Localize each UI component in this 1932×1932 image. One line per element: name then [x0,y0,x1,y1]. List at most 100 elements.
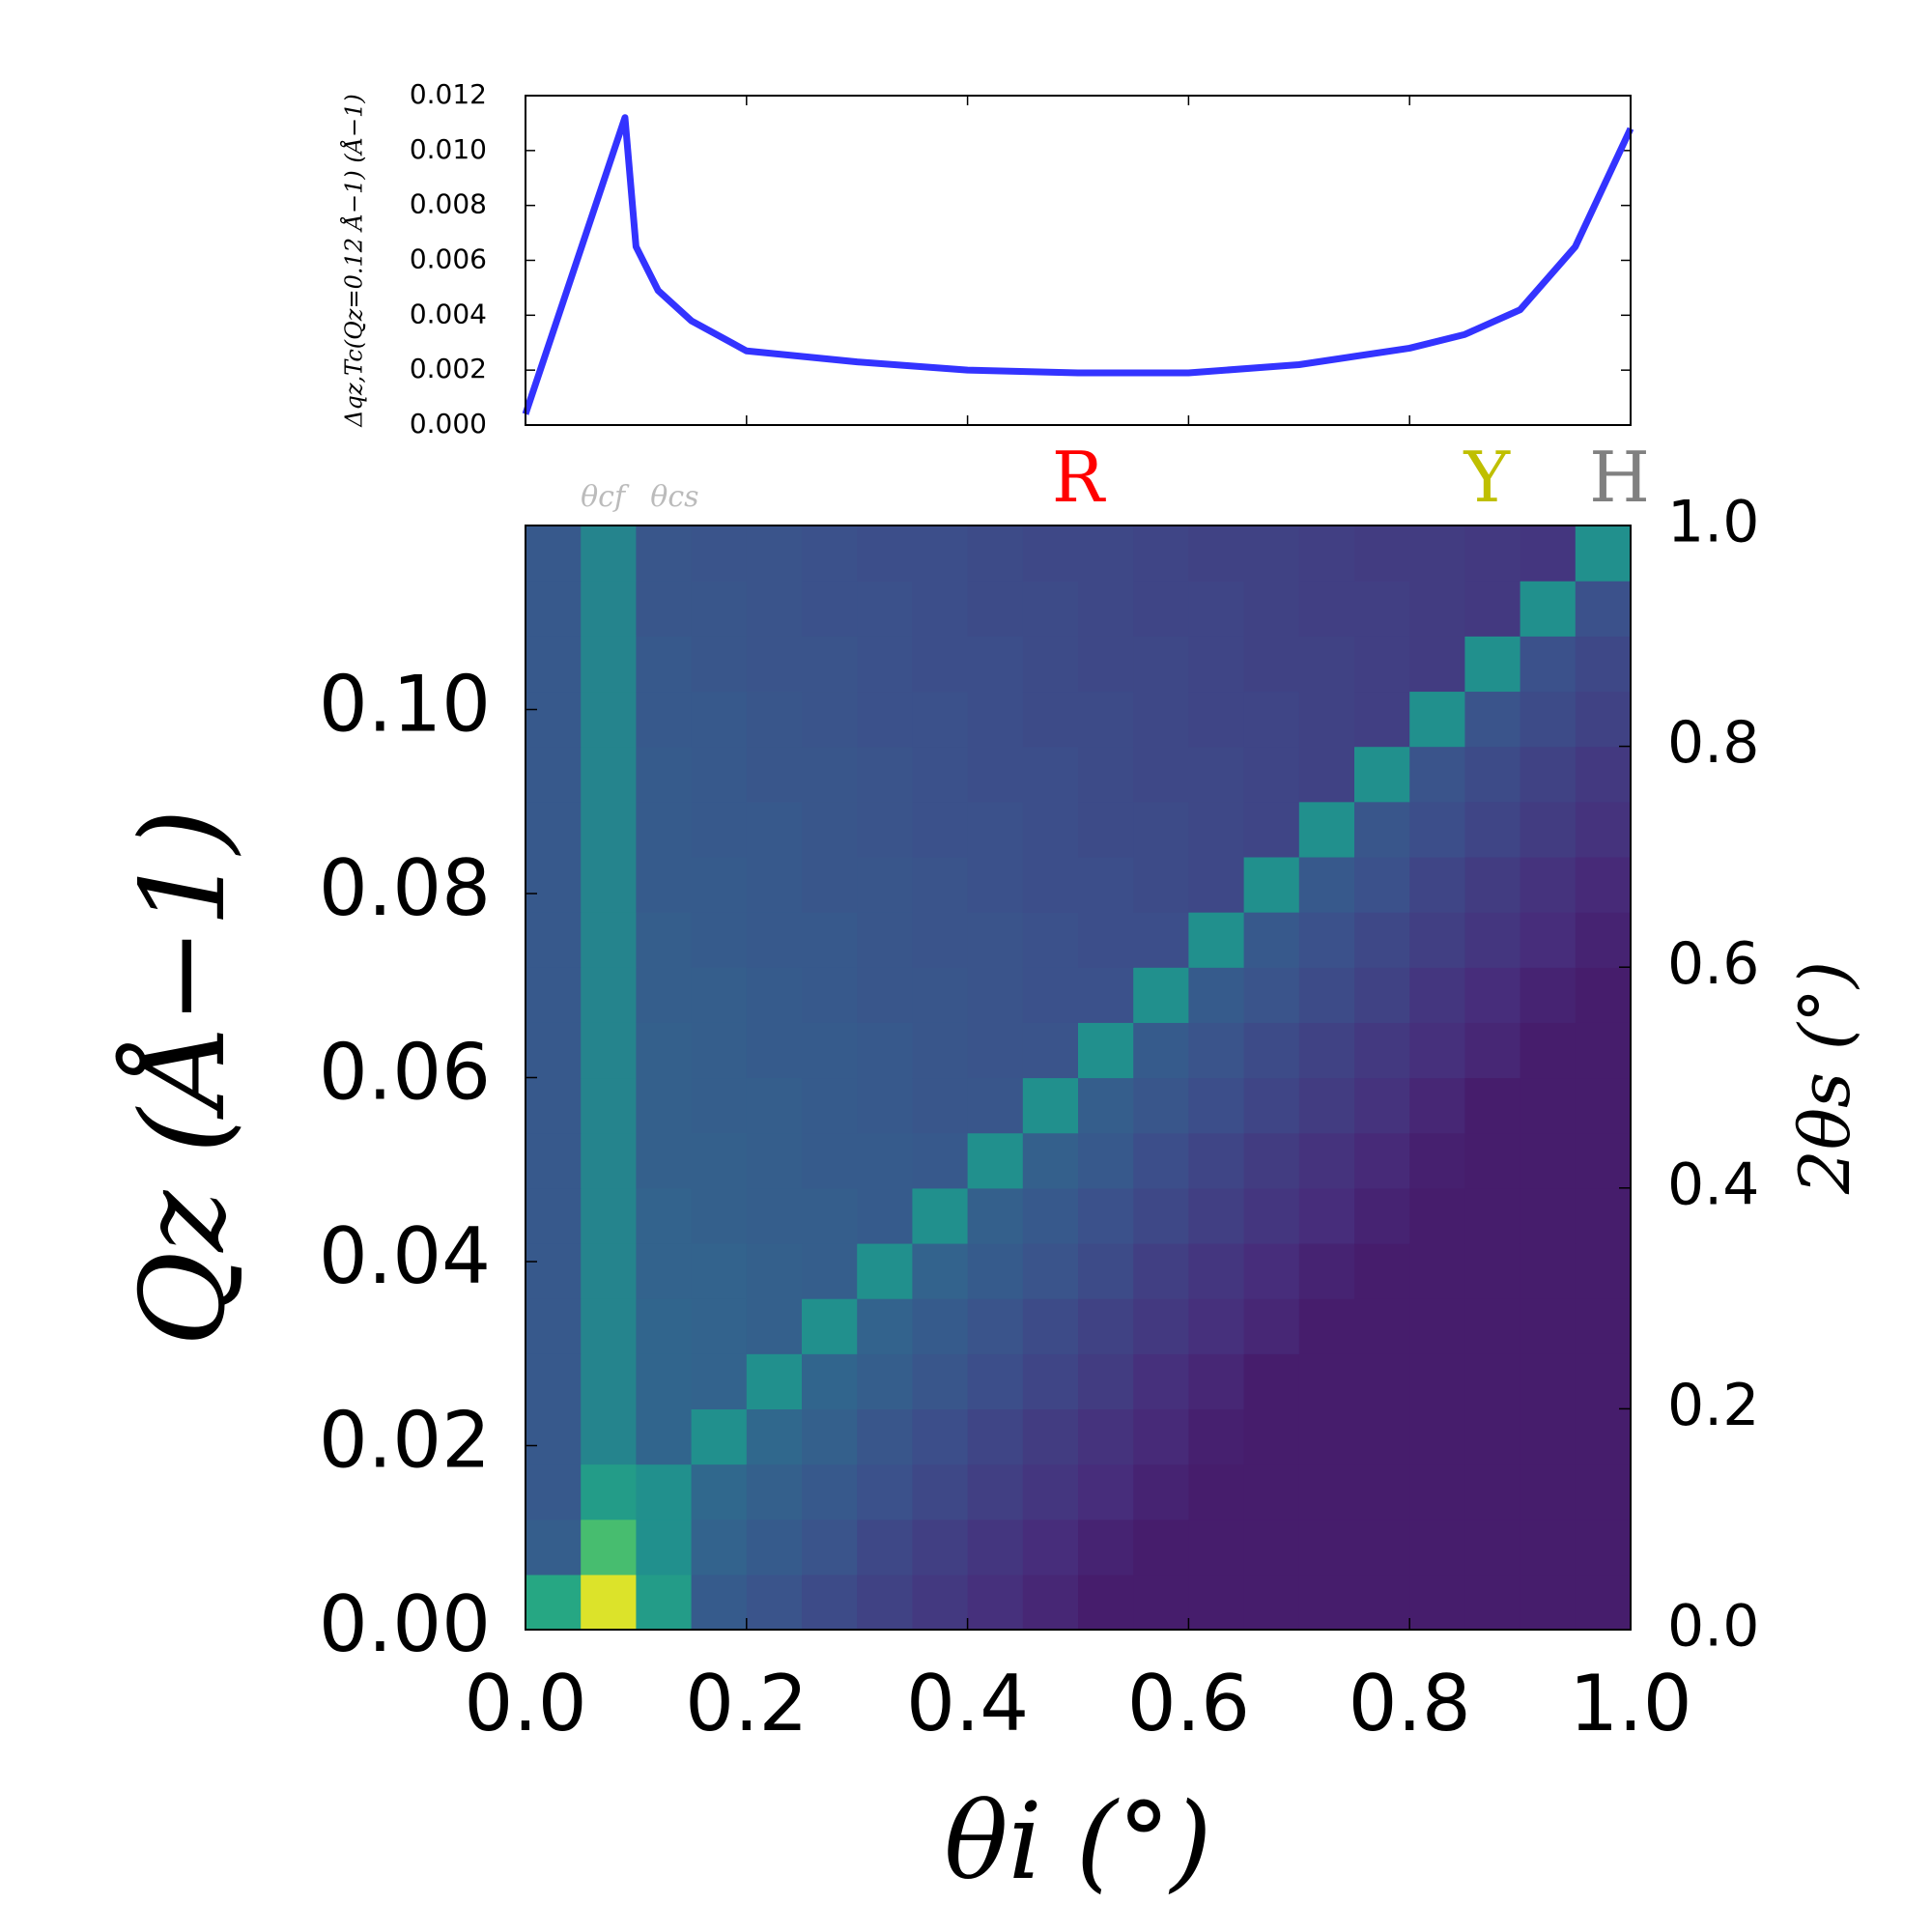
heatmap-cell [1298,856,1355,913]
heatmap-cell [581,1022,637,1079]
heatmap-cell [1520,1077,1577,1134]
heatmap-cell [1464,856,1521,913]
heatmap-cell [636,801,693,858]
heatmap-cell [1243,1187,1300,1244]
heatmap-cell [526,856,582,913]
heatmap-cell [1354,1187,1410,1244]
heatmap-cell [1078,967,1134,1023]
heatmap-cell [636,636,693,693]
heatmap-cell [1188,636,1245,693]
heatmap-cell [636,912,693,968]
heatmap-cell [912,1022,969,1079]
heatmap-cell [1298,1463,1355,1520]
heatmap-cell [912,526,969,582]
heatmap-cell [1464,801,1521,858]
heatmap-cell [1133,801,1189,858]
heatmap-cell [1022,1353,1079,1409]
heatmap-cell [526,636,582,693]
heatmap-cell [1520,1132,1577,1189]
heatmap-cell [581,1132,637,1189]
heatmap-cell [691,1187,748,1244]
heatmap-cell [802,636,858,693]
heatmap-cell [746,1408,803,1465]
heatmap-cell [1575,1242,1632,1299]
heatmap-cell [1188,746,1245,803]
plot-frame [525,95,1632,426]
heatmap-cell [1298,912,1355,968]
heatmap-cell [1575,691,1632,748]
heatmap-cell [1520,856,1577,913]
annotation: θcs [650,480,698,514]
y2-tick-label: 0.6 [1667,930,1759,998]
heatmap-cell [1464,1077,1521,1134]
heatmap-cell [746,1519,803,1576]
heatmap-cell [1520,912,1577,968]
heatmap-cell [1243,746,1300,803]
heatmap-cell [581,1298,637,1354]
heatmap-cell [746,1187,803,1244]
heatmap-cell [1133,691,1189,748]
heatmap-cell [802,912,858,968]
heatmap-cell [1188,801,1245,858]
heatmap-cell [746,1077,803,1134]
heatmap-cell [1298,526,1355,582]
heatmap-cell [967,691,1024,748]
heatmap-cell [1575,1022,1632,1079]
heatmap-cell [1133,856,1189,913]
heatmap-cell [691,1132,748,1189]
heatmap-cell [912,1408,969,1465]
data-line [522,114,1634,415]
heatmap-cell [1078,1408,1134,1465]
heatmap-cell [1188,526,1245,582]
heatmap-cell [1409,1132,1465,1189]
heatmap-cell [746,1353,803,1409]
heatmap-cell [1520,1574,1577,1631]
heatmap-cell [1298,967,1355,1023]
heatmap-cell [1354,581,1410,637]
heatmap-cell [857,856,913,913]
heatmap-cell [1022,1242,1079,1299]
heatmap-cell [967,1463,1024,1520]
heatmap-cell [1133,1187,1189,1244]
heatmap-cell [636,967,693,1023]
heatmap-cell [1133,1242,1189,1299]
heatmap-cell [581,1187,637,1244]
heatmap-cell [1133,1132,1189,1189]
heatmap-cell [857,801,913,858]
heatmap-cell [1022,581,1079,637]
annotation: θcf [581,480,630,514]
heatmap-cell [1022,1408,1079,1465]
heatmap-cell [1409,526,1465,582]
x-tick-label: 0.6 [1127,1659,1250,1748]
heatmap-cell [967,1408,1024,1465]
heatmap-cell [1022,1574,1079,1631]
heatmap-cell [1520,581,1577,637]
heatmap-cell [1409,1187,1465,1244]
heatmap-cell [1078,801,1134,858]
heatmap-cell [1298,1077,1355,1134]
heatmap-cell [526,912,582,968]
heatmap-cell [1575,1298,1632,1354]
heatmap-cell [1298,1353,1355,1409]
heatmap-cell [526,1408,582,1465]
heatmap-cell [1298,1519,1355,1576]
heatmap-cell [1078,636,1134,693]
heatmap-cell [1520,1298,1577,1354]
y-tick-label: 0.010 [410,133,487,165]
heatmap-cell [857,1463,913,1520]
heatmap-cell [691,856,748,913]
heatmap-cell [967,801,1024,858]
heatmap-cell [691,526,748,582]
heatmap-cell [1409,691,1465,748]
heatmap-cell [691,1298,748,1354]
heatmap-cell [1188,856,1245,913]
y-tick-label: 0.10 [319,659,491,749]
heatmap-cell [1464,1574,1521,1631]
heatmap-cell [1409,1408,1465,1465]
heatmap-cell [1133,1519,1189,1576]
heatmap-cell [1133,1077,1189,1134]
heatmap-cell [1520,526,1577,582]
heatmap-cell [1520,1519,1577,1576]
heatmap-cell [1575,912,1632,968]
heatmap-cell [636,526,693,582]
